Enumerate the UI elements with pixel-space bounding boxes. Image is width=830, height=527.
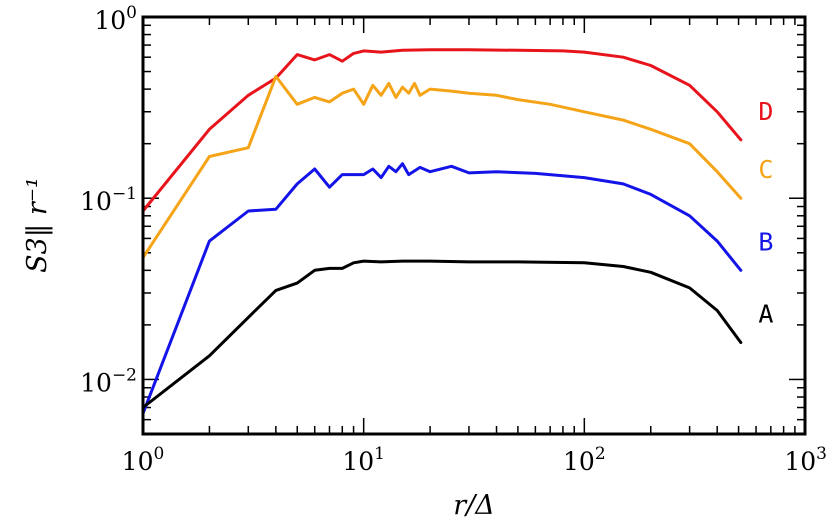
series-line-b: [141, 162, 743, 415]
series-label-b: B: [758, 227, 773, 256]
series-lines: [141, 48, 743, 415]
axis-ticks: [142, 17, 805, 435]
axis-tick-labels: 100 101 102 103 10−2 10−1 100: [80, 3, 827, 476]
series-labels: DC B A: [758, 97, 773, 329]
x-tick-label: 102: [563, 444, 606, 476]
x-tick-label: 100: [122, 444, 165, 476]
series-label-c: C: [758, 155, 773, 184]
x-tick-label: 103: [784, 444, 827, 476]
y-tick-label: 10−2: [80, 365, 137, 397]
series-line-a: [141, 259, 743, 409]
y-tick-label: 10−1: [80, 184, 137, 216]
x-axis-label: r/Δ: [453, 490, 495, 521]
series-line-d: [141, 48, 743, 213]
plot-frame: [141, 15, 807, 436]
series-label-a: A: [758, 299, 773, 328]
x-tick-label: 101: [342, 444, 385, 476]
series-label-d: D: [758, 97, 773, 126]
series-line-c: [141, 74, 743, 260]
y-tick-label: 100: [94, 3, 137, 35]
y-axis-label: S3‖ r⁻¹: [22, 177, 53, 273]
